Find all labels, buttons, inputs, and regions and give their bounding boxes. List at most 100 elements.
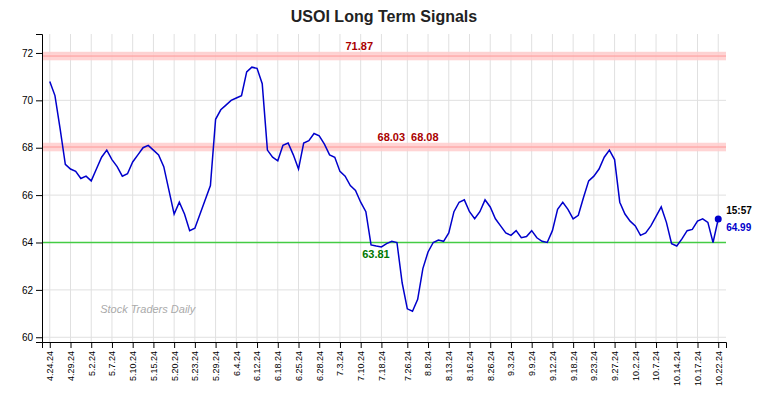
y-tick-label: 64 — [22, 237, 34, 248]
x-tick: 10.14.24 — [672, 342, 682, 386]
x-tick: 6.25.24 — [294, 342, 304, 381]
x-tick: 7.26.24 — [403, 342, 413, 381]
grid-line-x — [49, 34, 50, 342]
x-tick-label: 8.26.24 — [486, 351, 496, 381]
grid-line-x — [510, 34, 511, 342]
x-tick: 8.16.24 — [465, 342, 475, 381]
x-tick: 7.10.24 — [356, 342, 366, 381]
x-tick-mark — [381, 342, 382, 348]
x-tick: 5.15.24 — [149, 342, 159, 381]
grid-line-x — [593, 34, 594, 342]
x-tick: 5.29.24 — [211, 342, 221, 381]
y-tick: 62 — [22, 285, 42, 296]
x-tick-mark — [511, 342, 512, 348]
x-tick: 10.22.24 — [714, 342, 724, 386]
grid-line-x — [194, 34, 195, 342]
x-tick-label: 5.23.24 — [190, 351, 200, 381]
x-tick-label: 9.18.24 — [569, 351, 579, 381]
y-tick-label: 72 — [22, 48, 34, 59]
x-tick-mark — [50, 342, 51, 348]
x-tick-mark — [91, 342, 92, 348]
x-tick-label: 10.2.24 — [631, 351, 641, 381]
reference-label: 68.08 — [411, 131, 439, 143]
x-tick-mark — [698, 342, 699, 348]
y-tick-label: 66 — [22, 190, 34, 201]
x-tick: 10.17.24 — [693, 342, 703, 386]
grid-line-x — [298, 34, 299, 342]
y-tick-mark — [36, 100, 42, 101]
grid-line-x — [70, 34, 71, 342]
chart-title: USOI Long Term Signals — [291, 8, 477, 25]
grid-line-y — [42, 337, 726, 338]
y-tick-mark — [36, 195, 42, 196]
x-tick-label: 7.18.24 — [377, 351, 387, 381]
grid-line-x — [573, 34, 574, 342]
x-tick-mark — [615, 342, 616, 348]
grid-line-x — [91, 34, 92, 342]
grid-line-x — [174, 34, 175, 342]
x-tick-label: 10.17.24 — [693, 351, 703, 386]
x-tick-label: 5.10.24 — [128, 351, 138, 381]
reference-label: 71.87 — [346, 40, 374, 52]
x-tick: 6.4.24 — [232, 342, 242, 376]
y-tick: 60 — [22, 332, 42, 343]
x-tick-mark — [278, 342, 279, 348]
y-tick: 72 — [22, 48, 42, 59]
y-tick: 64 — [22, 237, 42, 248]
grid-line-x — [697, 34, 698, 342]
x-tick-label: 7.3.24 — [335, 351, 345, 376]
grid-line-x — [635, 34, 636, 342]
x-tick-label: 6.28.24 — [315, 351, 325, 381]
x-tick-label: 7.10.24 — [356, 351, 366, 381]
grid-line-x — [277, 34, 278, 342]
grid-line-y — [42, 289, 726, 290]
x-tick-label: 7.26.24 — [403, 351, 413, 381]
grid — [42, 34, 726, 342]
x-tick-label: 9.23.24 — [589, 351, 599, 381]
x-tick-label: 4.24.24 — [45, 351, 55, 381]
x-tick-mark — [428, 342, 429, 348]
plot-area — [42, 52, 726, 311]
x-tick-label: 5.2.24 — [87, 351, 97, 376]
x-tick-label: 5.20.24 — [170, 351, 180, 381]
x-tick: 5.10.24 — [128, 342, 138, 381]
grid-line-x — [676, 34, 677, 342]
grid-line-x — [360, 34, 361, 342]
x-tick: 10.2.24 — [631, 342, 641, 381]
x-tick: 4.29.24 — [66, 342, 76, 381]
x-tick-label: 6.25.24 — [294, 351, 304, 381]
grid-line-x — [428, 34, 429, 342]
grid-line-x — [257, 34, 258, 342]
x-tick-label: 10.22.24 — [714, 351, 724, 386]
grid-line-x — [381, 34, 382, 342]
grid-line-y — [42, 100, 726, 101]
x-tick-label: 9.12.24 — [548, 351, 558, 381]
x-tick: 8.13.24 — [444, 342, 454, 381]
x-tick: 5.23.24 — [190, 342, 200, 381]
grid-line-x — [215, 34, 216, 342]
x-tick: 9.3.24 — [506, 342, 516, 376]
grid-line-x — [490, 34, 491, 342]
grid-line-x — [614, 34, 615, 342]
x-tick-label: 6.18.24 — [273, 351, 283, 381]
y-tick: 70 — [22, 95, 42, 106]
y-tick-mark — [36, 53, 42, 54]
grid-line-x — [469, 34, 470, 342]
x-tick: 5.7.24 — [107, 342, 117, 376]
y-tick-mark — [36, 290, 42, 291]
x-tick-mark — [174, 342, 175, 348]
x-tick: 4.24.24 — [45, 342, 55, 381]
y-tick-mark — [36, 337, 42, 338]
x-tick-mark — [133, 342, 134, 348]
x-tick-label: 9.3.24 — [506, 351, 516, 376]
x-tick: 6.28.24 — [315, 342, 325, 381]
x-tick-mark — [361, 342, 362, 348]
grid-line-x — [552, 34, 553, 342]
x-tick-label: 8.8.24 — [423, 351, 433, 376]
chart-svg: 4.24.24 4.29.24 5.2.24 5.7.24 5.10.24 5.15.24… — [0, 0, 784, 398]
x-tick-label: 5.15.24 — [149, 351, 159, 381]
x-tick-mark — [718, 342, 719, 348]
x-tick: 9.23.24 — [589, 342, 599, 381]
plot-root: 4.24.24 4.29.24 5.2.24 5.7.24 5.10.24 5.15.24… — [22, 34, 752, 386]
watermark: Stock Traders Daily — [100, 303, 197, 315]
